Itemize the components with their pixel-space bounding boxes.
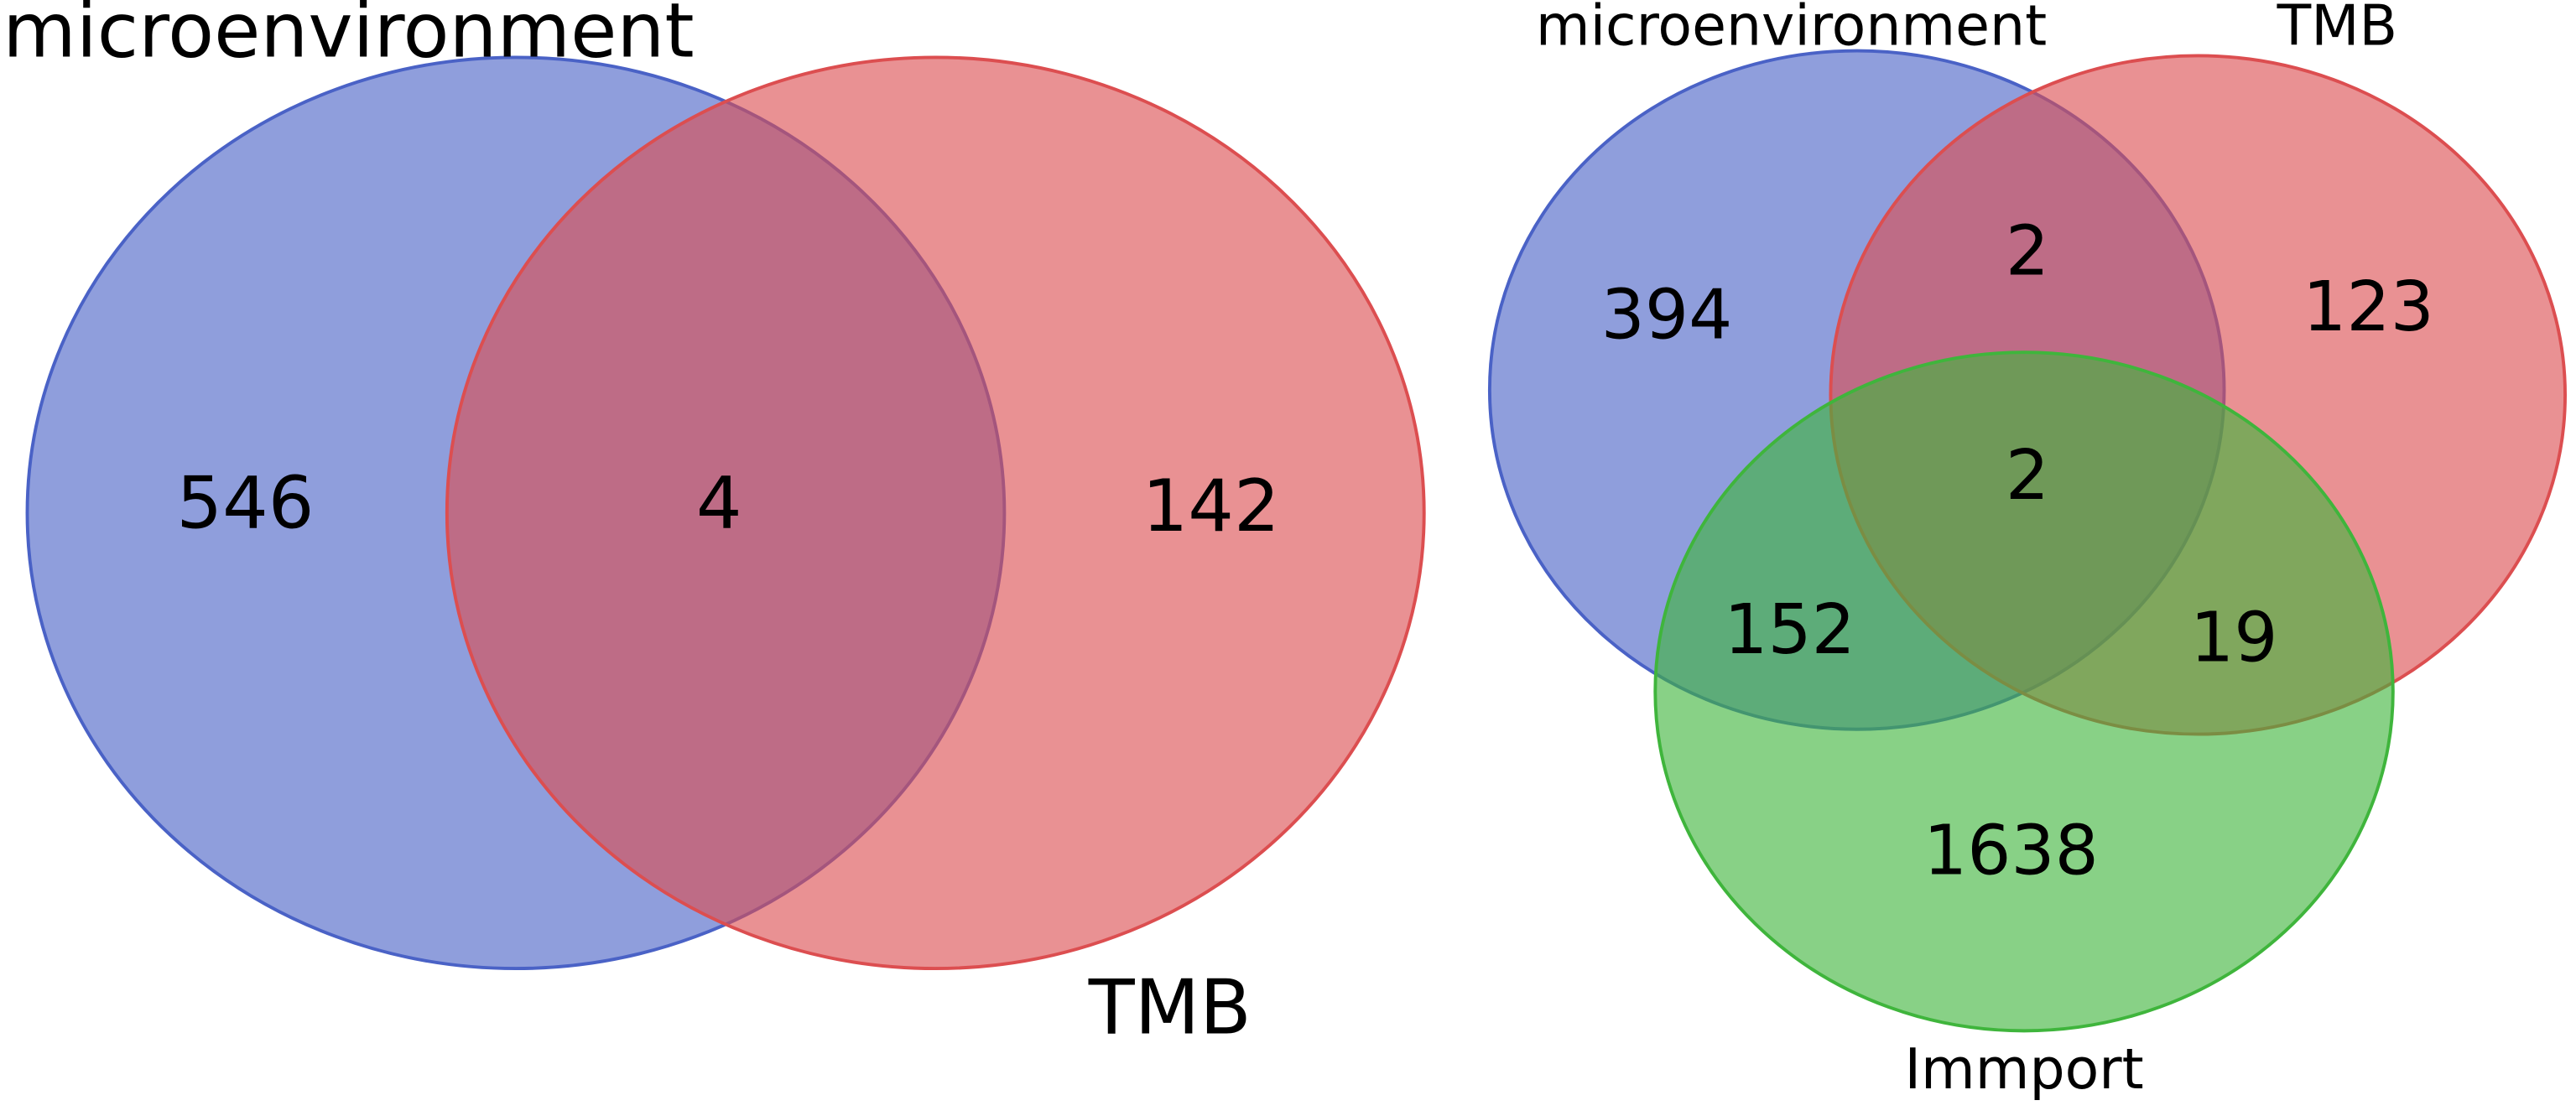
set-label: TMB (2277, 0, 2397, 58)
region-count: 1638 (1923, 812, 2099, 891)
set-label: Immport (1904, 1036, 2143, 1102)
region-count: 142 (1142, 465, 1280, 548)
region-count: 152 (1724, 590, 1855, 670)
region-count: 4 (696, 461, 742, 545)
region-count: 394 (1601, 276, 1733, 356)
region-count: 19 (2190, 599, 2277, 678)
set-ellipse (1653, 350, 2395, 1033)
region-count: 123 (2303, 267, 2434, 347)
region-count: 546 (176, 461, 314, 545)
region-count: 2 (2006, 436, 2049, 516)
region-count: 2 (2006, 211, 2049, 291)
set-label: microenvironment (3, 0, 694, 75)
set-ellipse (445, 55, 1426, 971)
set-label: TMB (1088, 964, 1252, 1051)
set-label: microenvironment (1536, 0, 2047, 58)
